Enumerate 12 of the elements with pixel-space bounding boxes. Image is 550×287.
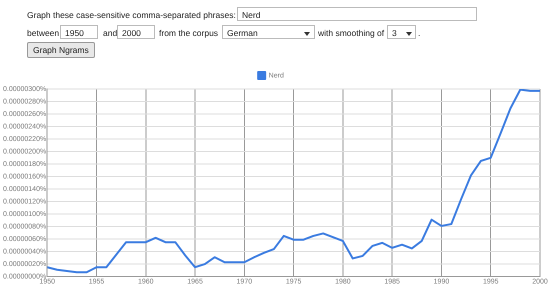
text-field: Nerd [237,7,477,21]
button: Graph Ngrams [27,42,95,58]
text: and [103,27,118,39]
text-field: 1950 [60,25,98,39]
text: from the corpus [159,27,218,39]
dropdown-field: 3 [387,25,416,39]
text-field: 2000 [117,25,155,39]
text: . [418,27,420,39]
dropdown-field: German [222,25,315,39]
text: between [27,27,60,39]
text: Graph these case-sensitive comma-separated phrases: [27,9,236,21]
text: with smoothing of [318,27,384,39]
